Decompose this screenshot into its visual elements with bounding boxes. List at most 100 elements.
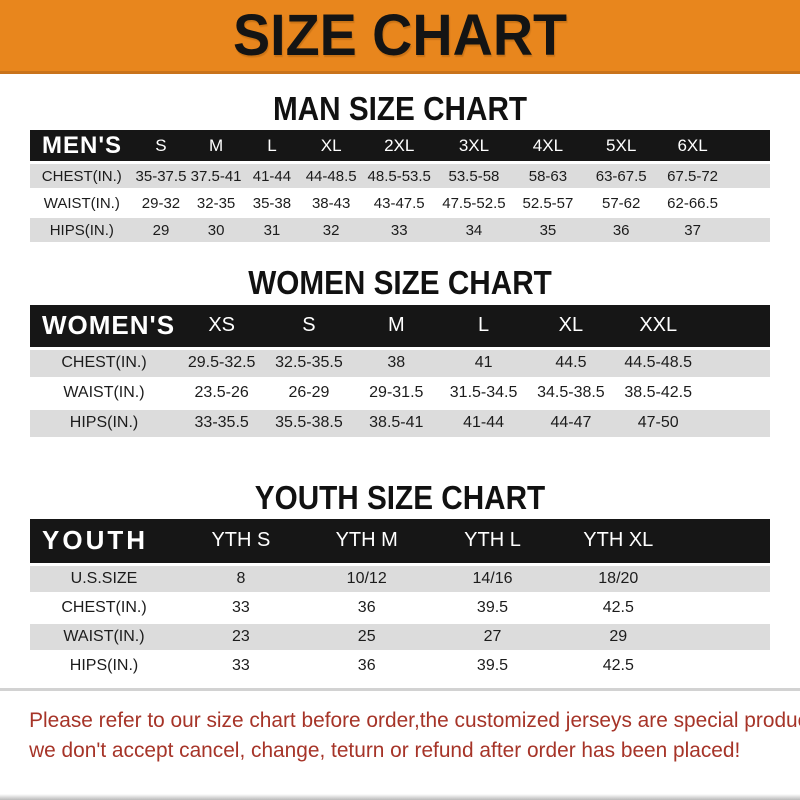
section-men: MAN SIZE CHART MEN'S S M L XL 2XL 3XL 4XL 5XL 6XL…: [0, 90, 800, 245]
data-cell: 36: [357, 598, 376, 616]
table-row: U.S.SIZE 8 10/12 14/16 18/20: [30, 565, 770, 592]
data-cell: 32-35: [196, 194, 236, 212]
table-header-row: MEN'S S M L XL 2XL 3XL 4XL 5XL 6XL: [30, 130, 770, 162]
data-cell: 33: [232, 656, 250, 674]
table-row: HIPS(IN.) 33-35.5 35.5-38.5 38.5-41 41-44 44-…: [30, 409, 770, 437]
youth-size-table-container: YOUTH YTH S YTH M YTH L YTH XL U.S.SIZE 8 10/12…: [0, 516, 800, 682]
data-cell: 44.5-48.5: [614, 349, 702, 377]
data-cell: 53.5-58: [436, 164, 512, 189]
data-cell: 44.5: [527, 349, 615, 377]
size-column-header: YTH L: [429, 518, 556, 563]
table-row: CHEST(IN.) 35-37.5 37.5-41 41-44 44-48.5 48.5…: [30, 164, 770, 189]
data-cell: 62-66.5: [667, 194, 719, 212]
data-cell: 36: [584, 218, 659, 243]
spacer-cell: [701, 304, 770, 347]
table-row: HIPS(IN.) 29 30 31 32 33 34 35 36 37: [30, 218, 770, 243]
data-cell: 41-44: [243, 164, 301, 189]
size-column-header: 2XL: [362, 130, 437, 162]
data-cell: 34: [436, 218, 512, 243]
table-row: WAIST(IN.) 29-32 32-35 35-38 38-43 43-47.5 47.…: [30, 191, 770, 215]
data-cell: 29-32: [141, 194, 181, 212]
row-label: CHEST(IN.): [30, 349, 178, 377]
spacer-cell: [701, 409, 770, 437]
data-cell: 41-44: [439, 409, 528, 437]
row-label: HIPS(IN.): [69, 656, 139, 674]
size-column-header: XXL: [614, 304, 702, 347]
data-cell: 36: [357, 656, 376, 674]
data-cell: 67.5-72: [658, 164, 727, 189]
data-cell: 14/16: [429, 565, 556, 592]
size-column-header: XL: [300, 130, 363, 162]
spacer-cell: [726, 218, 770, 243]
table-row: HIPS(IN.) 33 36 39.5 42.5: [30, 653, 770, 679]
data-cell: 38-43: [311, 194, 351, 212]
data-cell: 27: [429, 623, 556, 650]
disclaimer-line-1: Please refer to our size chart before or…: [29, 707, 800, 732]
data-cell: 39.5: [476, 598, 509, 616]
row-label: HIPS(IN.): [30, 218, 134, 243]
data-cell: 38.5-41: [352, 409, 440, 437]
men-section-heading: MAN SIZE CHART: [272, 90, 528, 127]
table-header-row: YOUTH YTH S YTH M YTH L YTH XL: [30, 518, 770, 563]
section-youth: YOUTH SIZE CHART YOUTH YTH S YTH M YTH L YTH…: [0, 478, 800, 682]
data-cell: 23.5-26: [194, 384, 249, 402]
page-title: SIZE CHART: [232, 2, 568, 68]
data-cell: 25: [303, 623, 430, 650]
table-header-row: WOMEN'S XS S M L XL XXL: [30, 304, 770, 347]
size-column-header: 3XL: [436, 130, 512, 162]
women-size-table-container: WOMEN'S XS S M L XL XXL CHEST(IN.) 29.5-32.5 32.5…: [0, 302, 800, 440]
row-label: WAIST(IN.): [30, 623, 178, 650]
spacer-cell: [726, 164, 770, 189]
size-table: MEN'S S M L XL 2XL 3XL 4XL 5XL 6XL CHEST(IN.) 35-37…: [30, 127, 770, 245]
section-women: WOMEN SIZE CHART WOMEN'S XS S M L XL XXL CHEST(…: [0, 264, 800, 440]
data-cell: 39.5: [476, 656, 509, 674]
table-title: MEN'S: [30, 130, 134, 162]
data-cell: 41: [439, 349, 528, 377]
data-cell: 29.5-32.5: [178, 349, 266, 377]
size-column-header: XL: [527, 304, 615, 347]
row-label: U.S.SIZE: [30, 565, 178, 592]
size-column-header: YTH XL: [555, 518, 682, 563]
data-cell: 32.5-35.5: [265, 349, 353, 377]
data-cell: 33: [362, 218, 437, 243]
data-cell: 34.5-38.5: [537, 384, 605, 402]
bottom-edge-shading: [0, 794, 800, 800]
size-column-header: M: [352, 304, 440, 347]
data-cell: 42.5: [602, 598, 634, 616]
data-cell: 35.5-38.5: [265, 409, 353, 437]
data-cell: 8: [178, 565, 304, 592]
data-cell: 29: [133, 218, 189, 243]
data-cell: 37.5-41: [188, 164, 244, 189]
data-cell: 32: [300, 218, 363, 243]
size-column-header: L: [439, 304, 528, 347]
size-column-header: YTH S: [178, 518, 304, 563]
data-cell: 37: [658, 218, 727, 243]
data-cell: 44-47: [527, 409, 615, 437]
men-size-table-container: MEN'S S M L XL 2XL 3XL 4XL 5XL 6XL CHEST(IN.) 35-37…: [0, 127, 800, 245]
size-column-header: 4XL: [511, 130, 585, 162]
data-cell: 47.5-52.5: [442, 194, 506, 212]
size-column-header: S: [133, 130, 189, 162]
size-column-header: 6XL: [658, 130, 727, 162]
table-title: YOUTH: [30, 518, 178, 563]
size-column-header: XS: [178, 304, 266, 347]
data-cell: 57-62: [601, 194, 641, 212]
data-cell: 10/12: [303, 565, 430, 592]
data-cell: 58-63: [511, 164, 585, 189]
row-label: WAIST(IN.): [63, 384, 145, 402]
data-cell: 38.5-42.5: [624, 384, 693, 402]
data-cell: 31: [243, 218, 301, 243]
data-cell: 30: [188, 218, 244, 243]
data-cell: 63-67.5: [584, 164, 659, 189]
data-cell: 35: [511, 218, 585, 243]
row-label: HIPS(IN.): [30, 409, 178, 437]
row-label: CHEST(IN.): [61, 598, 147, 616]
size-column-header: 5XL: [584, 130, 659, 162]
data-cell: 18/20: [555, 565, 682, 592]
table-row: CHEST(IN.) 33 36 39.5 42.5: [30, 595, 770, 621]
youth-section-heading: YOUTH SIZE CHART: [254, 478, 546, 516]
disclaimer-line-2: we don't accept cancel, change, teturn o…: [29, 738, 741, 763]
spacer-cell: [701, 349, 770, 377]
data-cell: 29: [555, 623, 682, 650]
spacer-cell: [702, 380, 770, 407]
